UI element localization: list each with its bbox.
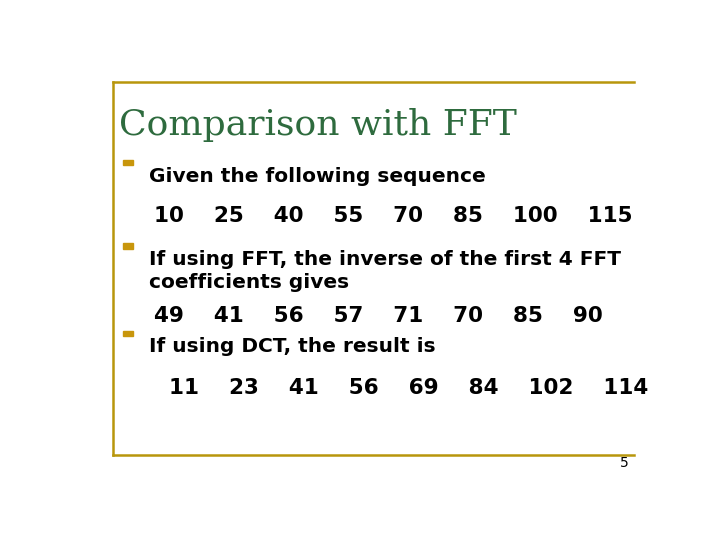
Text: 49    41    56    57    71    70    85    90: 49 41 56 57 71 70 85 90: [154, 306, 603, 326]
Text: If using DCT, the result is: If using DCT, the result is: [148, 337, 435, 356]
Text: 10    25    40    55    70    85    100    115: 10 25 40 55 70 85 100 115: [154, 206, 633, 226]
Text: Comparison with FFT: Comparison with FFT: [119, 109, 517, 143]
Text: If using FFT, the inverse of the first 4 FFT
coefficients gives: If using FFT, the inverse of the first 4…: [148, 250, 621, 292]
Text: 5: 5: [620, 456, 629, 470]
Text: Given the following sequence: Given the following sequence: [148, 167, 485, 186]
Text: 11    23    41    56    69    84    102    114: 11 23 41 56 69 84 102 114: [154, 378, 649, 398]
Bar: [123, 330, 133, 336]
Bar: [123, 160, 133, 165]
Bar: [123, 243, 133, 248]
